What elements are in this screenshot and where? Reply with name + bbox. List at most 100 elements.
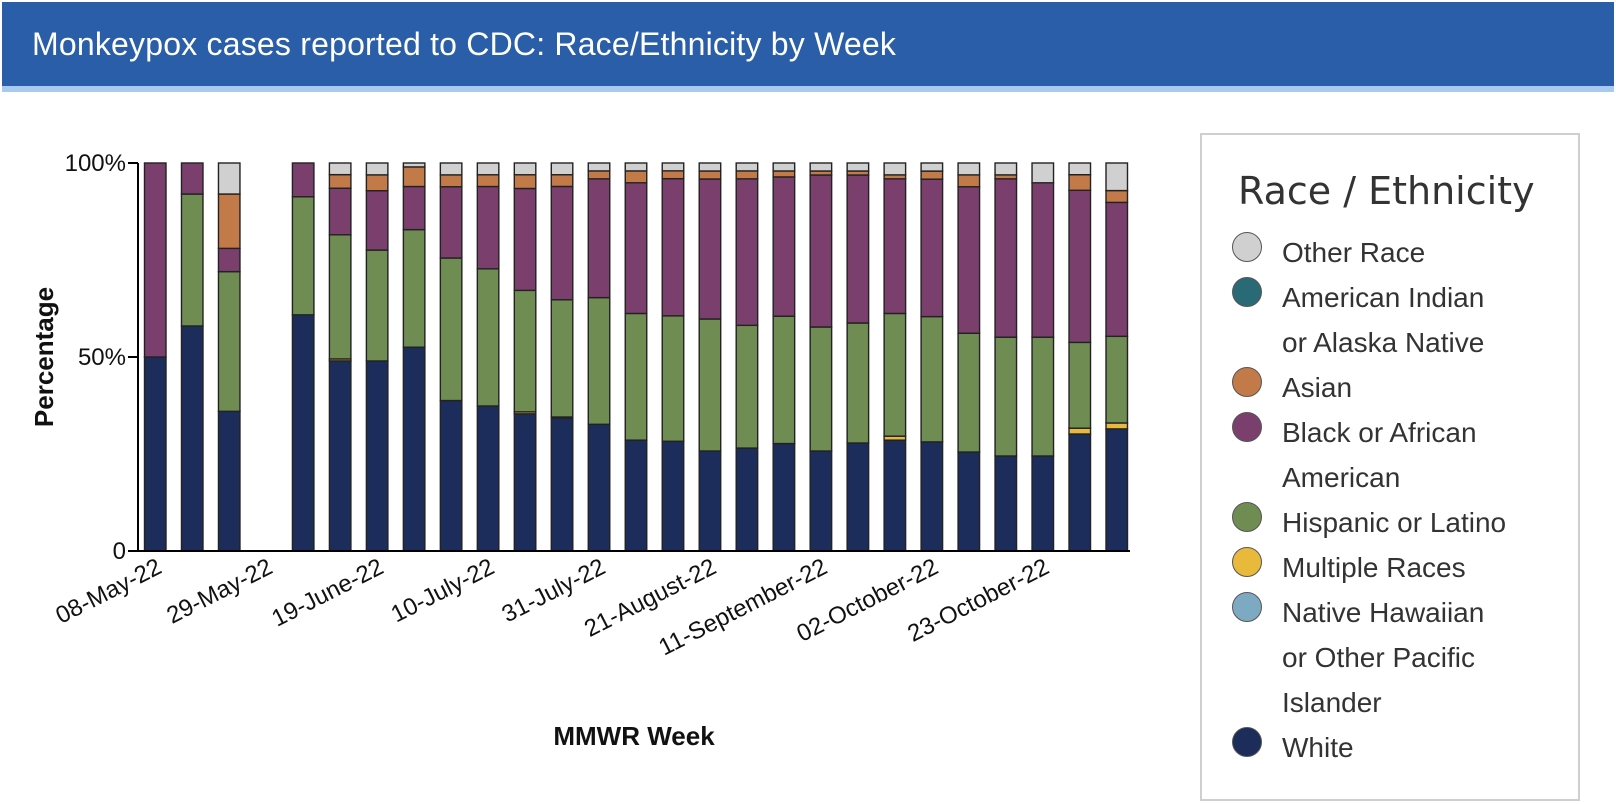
legend-swatch [1232,277,1262,307]
legend-label: Hispanic or Latino [1282,507,1507,538]
bar-segment [587,170,611,180]
bar-segment [513,162,537,176]
bar-segment [994,178,1018,338]
bar-segment [920,315,944,443]
bar-segment [994,336,1018,457]
bar-segment [624,170,648,184]
legend-item[interactable]: Native Hawaiian or Other Pacific Islande… [1232,590,1512,725]
legend: Race / Ethnicity Other Race American Indi… [1200,133,1580,801]
bar-segment [772,442,796,552]
legend-swatch [1232,727,1262,757]
bar-segment [920,178,944,318]
bar-segment [1068,189,1092,344]
stacked-bar-chart: 0 50% 100% 08-May-2229-May-2219-June-2210-J… [29,150,1130,751]
bar-segment [402,185,426,231]
bar-segment [772,315,796,445]
bar-segment [1105,189,1129,204]
bar-segment [735,447,759,552]
bar-segment [217,193,241,250]
bar-segment [402,228,426,348]
bar-segment [217,162,241,195]
bar-segment [513,187,537,292]
bar-segment [735,324,759,449]
bar-segment [809,162,833,172]
legend-label: Other Race [1282,237,1426,268]
bar-segment [624,162,648,172]
chart-header: Monkeypox cases reported to CDC: Race/Et… [2,2,1614,92]
bar-segment [994,162,1018,176]
bar-segment [883,439,907,552]
bar-segment [550,162,574,176]
bar-segment [439,174,463,188]
bar-segment [180,162,204,195]
bar-segment [920,441,944,552]
bar-segment [1031,455,1055,552]
bar-segment [328,173,352,189]
bar-segment [735,162,759,172]
bar-segment [809,174,833,328]
bar-segment [772,176,796,317]
bar-segment [661,170,685,180]
bar-segment [772,162,796,172]
bar-segment [550,299,574,418]
bar-segment [1105,162,1129,192]
bar-segment [550,417,574,552]
bar-segment [883,312,907,437]
legend-label: Multiple Races [1282,552,1466,583]
bar-segment [1105,422,1129,430]
bar-segment [587,423,611,552]
bar-segment [476,174,500,188]
bar-segment [994,455,1018,552]
bar-segment [661,177,685,317]
bar-segment [846,174,870,324]
bar-segment [624,439,648,552]
bar-segment [328,162,352,176]
bar-segment [439,186,463,259]
bar-segment [217,247,241,273]
legend-item[interactable]: Black or African American [1232,410,1512,500]
bar-segment [883,178,907,315]
bar-segment [920,162,944,172]
x-tick-label: 19-June-22 [267,553,387,632]
legend-swatch [1232,502,1262,532]
bar-segment [476,268,500,407]
legend-swatch [1232,592,1262,622]
bar-segment [476,185,500,270]
bar-segment [476,405,500,552]
bar-segment [328,234,352,360]
bar-segment [365,174,389,192]
legend-item[interactable]: Asian [1232,365,1602,410]
legend-item[interactable]: Hispanic or Latino [1232,500,1602,545]
bar-segment [1068,433,1092,552]
bar-segment [291,196,315,316]
bar-segment [291,314,315,552]
legend-item[interactable]: Other Race [1232,230,1602,275]
bar-segment [735,178,759,327]
bar-segment [1105,428,1129,552]
bar-segment [957,332,981,453]
bar-segment [1068,427,1092,435]
bar-segment [1068,162,1092,176]
legend-item[interactable]: Multiple Races [1232,545,1602,590]
legend-label: White [1282,732,1354,763]
bar-segment [439,257,463,402]
bar-segment [402,166,426,188]
bar-segment [550,185,574,301]
bar-segment [957,451,981,552]
y-tick-label: 50% [78,344,126,371]
bar-segment [365,190,389,251]
bar-segment [365,360,389,552]
bar-segment [698,450,722,552]
chart-title: Monkeypox cases reported to CDC: Race/Et… [32,26,897,62]
bar-segment [698,178,722,320]
bar-segment [365,162,389,176]
legend-item[interactable]: White [1232,725,1602,770]
y-tick-label: 100% [65,150,126,177]
legend-swatch [1232,547,1262,577]
bar-segment [624,182,648,315]
legend-swatch [1232,412,1262,442]
x-axis-title: MMWR Week [553,721,715,751]
legend-item[interactable]: American Indian or Alaska Native [1232,275,1512,365]
y-axis-title: Percentage [29,287,59,427]
legend-label: Asian [1282,372,1353,403]
